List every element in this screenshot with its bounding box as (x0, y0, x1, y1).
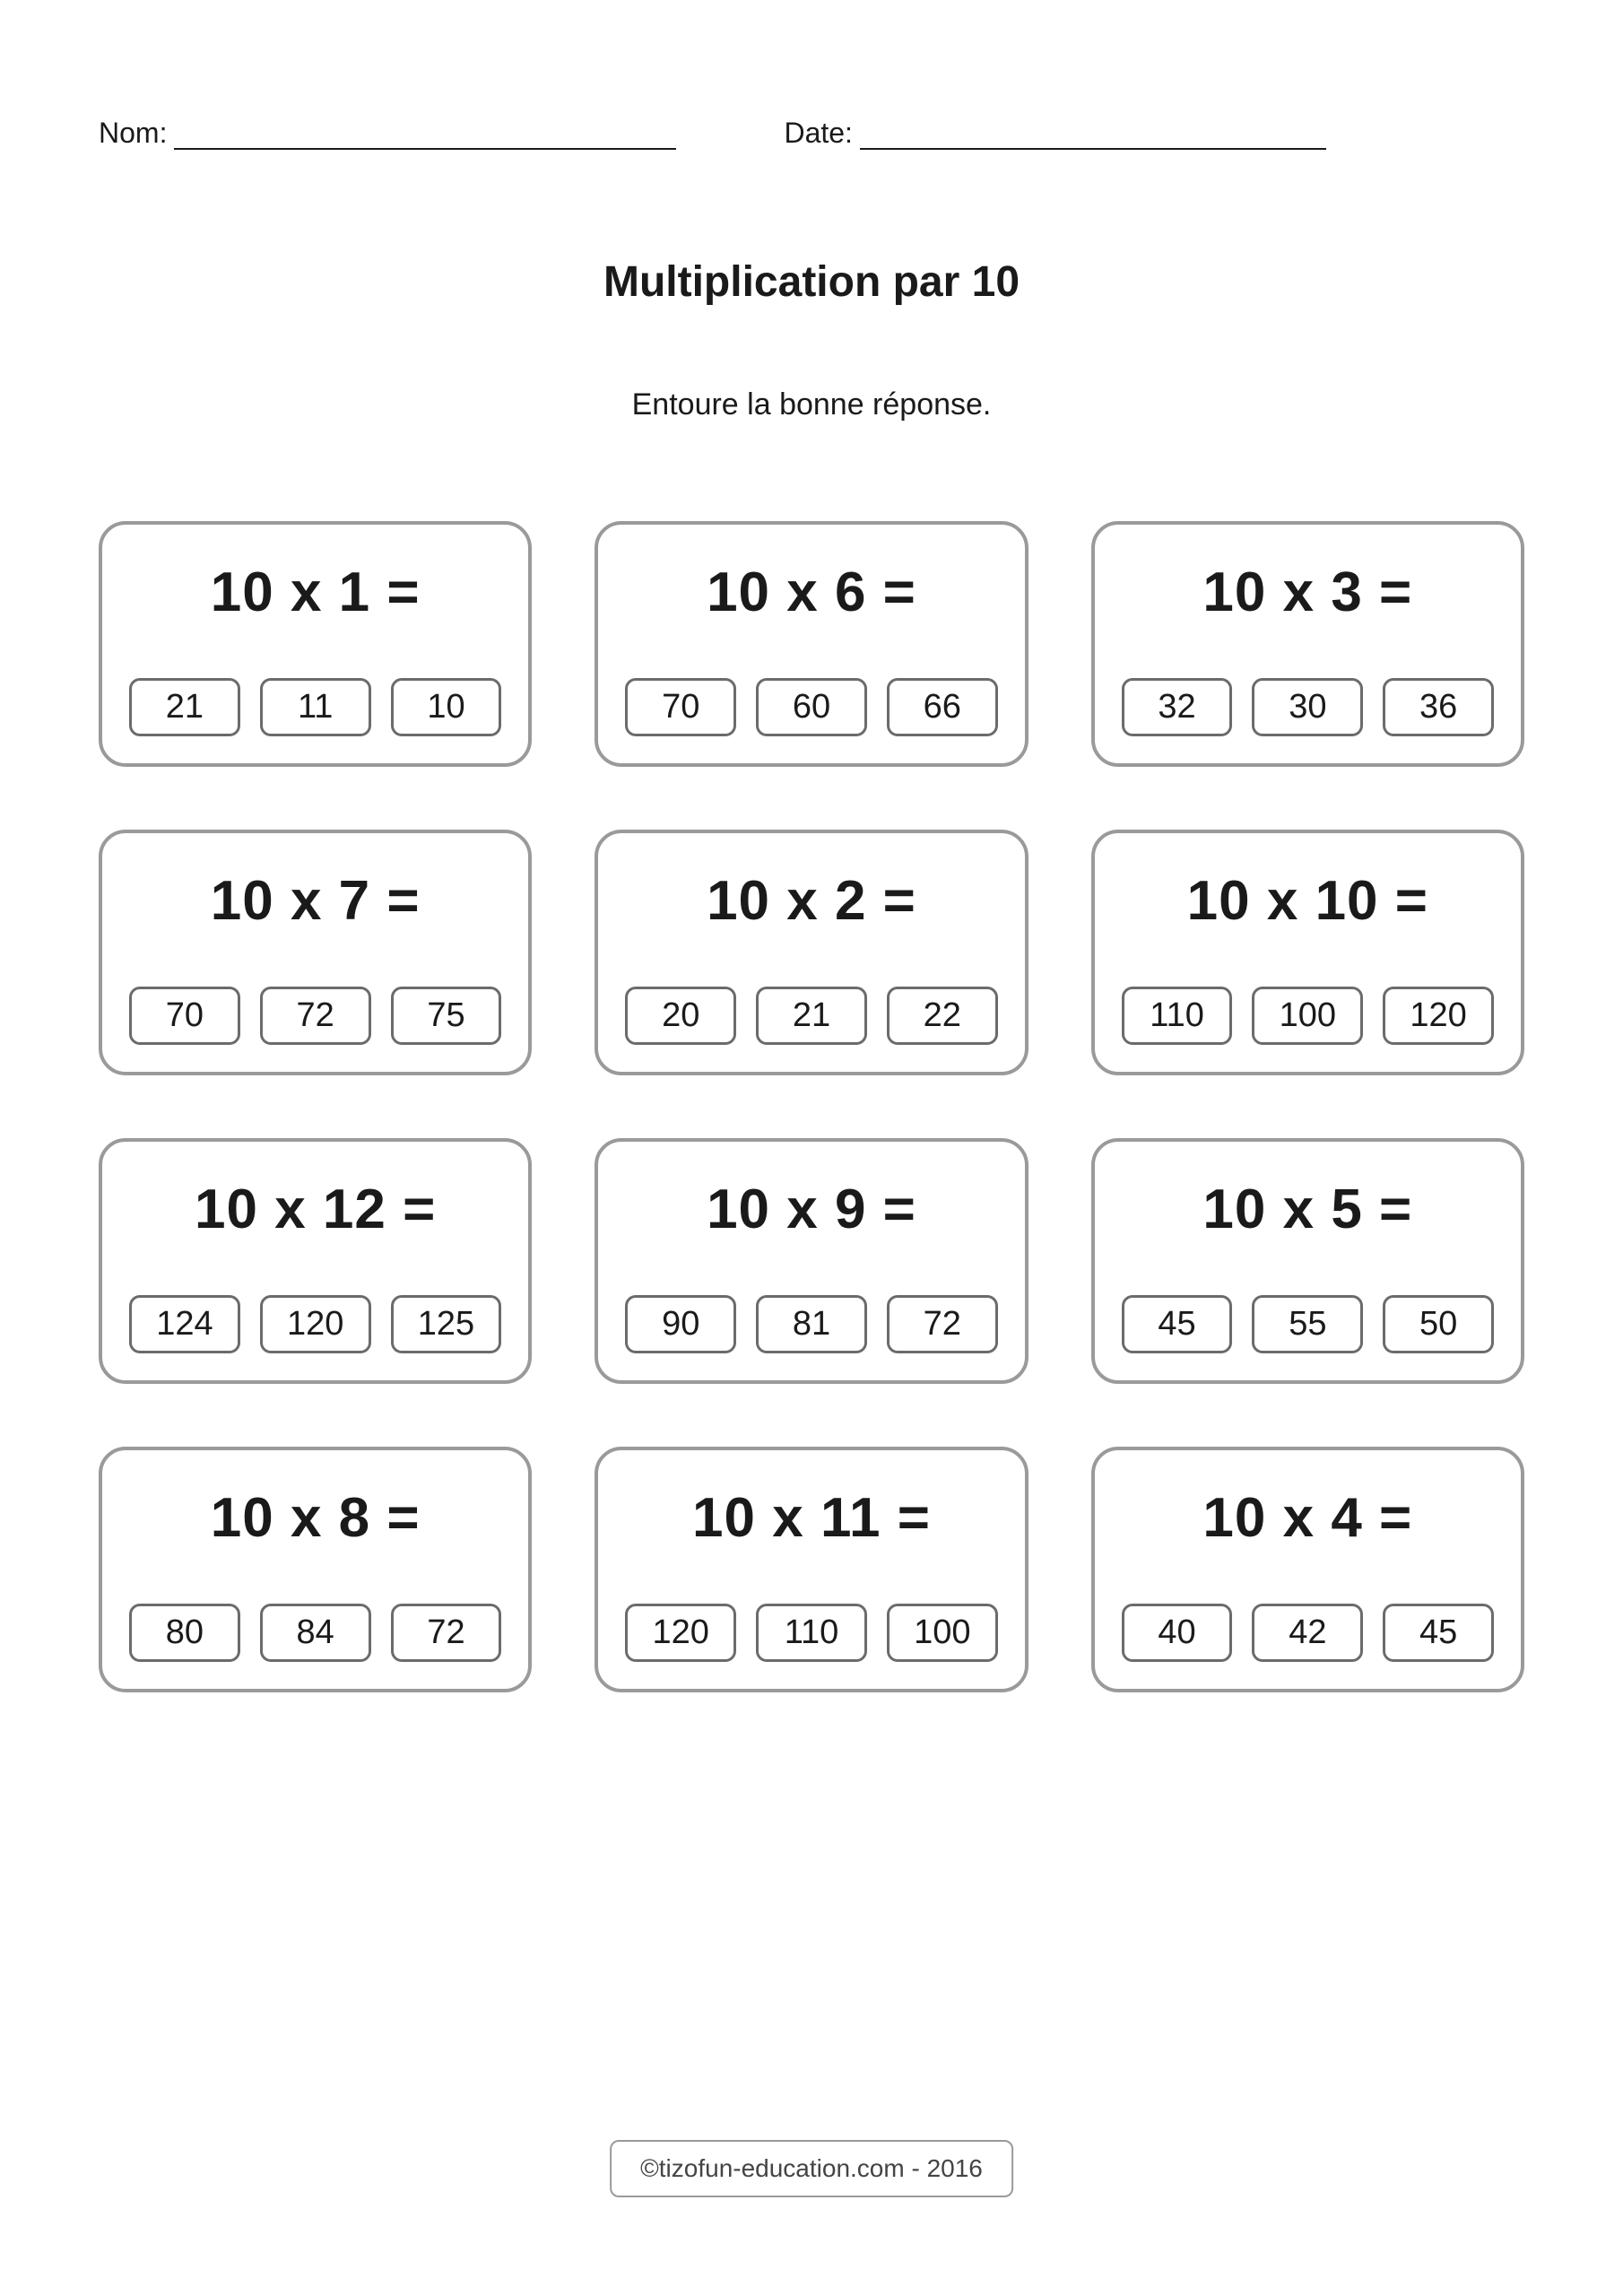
answer-option[interactable]: 36 (1383, 678, 1494, 736)
answer-option[interactable]: 72 (887, 1295, 998, 1353)
answer-option[interactable]: 21 (129, 678, 240, 736)
problem-card: 10 x 1 = 21 11 10 (99, 521, 532, 767)
answer-option[interactable]: 21 (756, 987, 867, 1045)
equation-text: 10 x 8 = (211, 1486, 421, 1550)
answer-option[interactable]: 20 (625, 987, 736, 1045)
answer-option[interactable]: 120 (625, 1604, 736, 1662)
date-field: Date: (784, 117, 1325, 150)
options-row: 40 42 45 (1122, 1604, 1494, 1662)
problem-card: 10 x 9 = 90 81 72 (595, 1138, 1028, 1384)
answer-option[interactable]: 60 (756, 678, 867, 736)
answer-option[interactable]: 124 (129, 1295, 240, 1353)
answer-option[interactable]: 10 (391, 678, 502, 736)
options-row: 124 120 125 (129, 1295, 501, 1353)
answer-option[interactable]: 110 (1122, 987, 1233, 1045)
answer-option[interactable]: 22 (887, 987, 998, 1045)
answer-option[interactable]: 42 (1252, 1604, 1363, 1662)
equation-text: 10 x 7 = (211, 869, 421, 933)
equation-text: 10 x 6 = (707, 561, 916, 624)
options-row: 21 11 10 (129, 678, 501, 736)
answer-option[interactable]: 84 (260, 1604, 371, 1662)
header-row: Nom: Date: (99, 117, 1524, 150)
problem-grid: 10 x 1 = 21 11 10 10 x 6 = 70 60 66 10 x 3 = 32 30… (99, 521, 1524, 1692)
answer-option[interactable]: 45 (1122, 1295, 1233, 1353)
equation-text: 10 x 1 = (211, 561, 421, 624)
answer-option[interactable]: 40 (1122, 1604, 1233, 1662)
answer-option[interactable]: 120 (1383, 987, 1494, 1045)
answer-option[interactable]: 32 (1122, 678, 1233, 736)
equation-text: 10 x 12 = (195, 1178, 436, 1241)
problem-card: 10 x 10 = 110 100 120 (1091, 830, 1524, 1075)
instruction-text: Entoure la bonne réponse. (99, 387, 1524, 422)
answer-option[interactable]: 70 (129, 987, 240, 1045)
answer-option[interactable]: 45 (1383, 1604, 1494, 1662)
problem-card: 10 x 11 = 120 110 100 (595, 1447, 1028, 1692)
problem-card: 10 x 6 = 70 60 66 (595, 521, 1028, 767)
answer-option[interactable]: 125 (391, 1295, 502, 1353)
page-title: Multiplication par 10 (99, 257, 1524, 307)
answer-option[interactable]: 120 (260, 1295, 371, 1353)
options-row: 110 100 120 (1122, 987, 1494, 1045)
equation-text: 10 x 3 = (1202, 561, 1412, 624)
problem-card: 10 x 4 = 40 42 45 (1091, 1447, 1524, 1692)
answer-option[interactable]: 55 (1252, 1295, 1363, 1353)
equation-text: 10 x 11 = (692, 1486, 931, 1550)
name-field: Nom: (99, 117, 676, 150)
options-row: 45 55 50 (1122, 1295, 1494, 1353)
equation-text: 10 x 10 = (1187, 869, 1428, 933)
answer-option[interactable]: 81 (756, 1295, 867, 1353)
options-row: 80 84 72 (129, 1604, 501, 1662)
answer-option[interactable]: 72 (260, 987, 371, 1045)
answer-option[interactable]: 66 (887, 678, 998, 736)
footer-credit: ©tizofun-education.com - 2016 (610, 2140, 1013, 2197)
answer-option[interactable]: 11 (260, 678, 371, 736)
answer-option[interactable]: 50 (1383, 1295, 1494, 1353)
options-row: 120 110 100 (625, 1604, 997, 1662)
options-row: 70 72 75 (129, 987, 501, 1045)
options-row: 90 81 72 (625, 1295, 997, 1353)
answer-option[interactable]: 100 (887, 1604, 998, 1662)
equation-text: 10 x 9 = (707, 1178, 916, 1241)
equation-text: 10 x 5 = (1202, 1178, 1412, 1241)
answer-option[interactable]: 72 (391, 1604, 502, 1662)
name-input-line[interactable] (174, 148, 676, 150)
date-input-line[interactable] (860, 148, 1326, 150)
equation-text: 10 x 4 = (1202, 1486, 1412, 1550)
answer-option[interactable]: 90 (625, 1295, 736, 1353)
problem-card: 10 x 5 = 45 55 50 (1091, 1138, 1524, 1384)
name-label: Nom: (99, 117, 174, 150)
options-row: 70 60 66 (625, 678, 997, 736)
problem-card: 10 x 12 = 124 120 125 (99, 1138, 532, 1384)
options-row: 32 30 36 (1122, 678, 1494, 736)
options-row: 20 21 22 (625, 987, 997, 1045)
answer-option[interactable]: 80 (129, 1604, 240, 1662)
problem-card: 10 x 3 = 32 30 36 (1091, 521, 1524, 767)
answer-option[interactable]: 70 (625, 678, 736, 736)
answer-option[interactable]: 100 (1252, 987, 1363, 1045)
date-label: Date: (784, 117, 859, 150)
equation-text: 10 x 2 = (707, 869, 916, 933)
problem-card: 10 x 7 = 70 72 75 (99, 830, 532, 1075)
answer-option[interactable]: 75 (391, 987, 502, 1045)
problem-card: 10 x 8 = 80 84 72 (99, 1447, 532, 1692)
problem-card: 10 x 2 = 20 21 22 (595, 830, 1028, 1075)
answer-option[interactable]: 30 (1252, 678, 1363, 736)
answer-option[interactable]: 110 (756, 1604, 867, 1662)
